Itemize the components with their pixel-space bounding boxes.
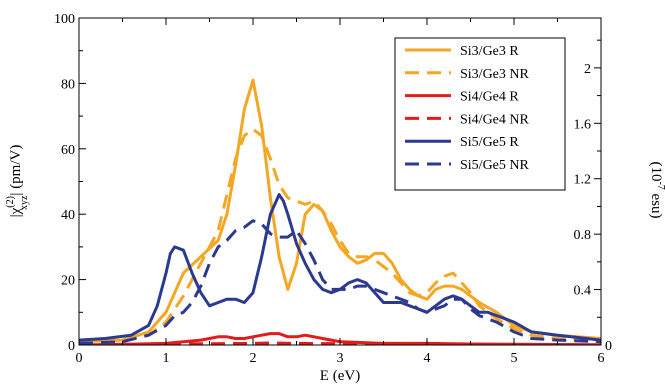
legend-label: Si5/Ge5 R — [460, 135, 519, 150]
x-tick-label: 2 — [250, 351, 257, 366]
legend-label: Si4/Ge4 R — [460, 90, 519, 105]
y2-tick-label: 1.6 — [574, 117, 592, 132]
legend-label: Si5/Ge5 NR — [460, 158, 530, 173]
y-tick-label: 0 — [68, 339, 75, 354]
series-line-2 — [79, 127, 601, 344]
y2-tick-label: 0.4 — [574, 284, 592, 299]
y2-tick-label: 1.2 — [574, 173, 592, 188]
y-tick-label: 40 — [61, 208, 75, 223]
x-tick-label: 3 — [337, 351, 344, 366]
x-tick-label: 5 — [511, 351, 518, 366]
x-tick-label: 1 — [163, 351, 170, 366]
y2-axis-label: (10-7 esu) — [648, 161, 665, 218]
series-line-1 — [79, 78, 601, 344]
y-tick-label: 60 — [61, 143, 75, 158]
series-line-5 — [79, 193, 601, 342]
series-line-4 — [79, 341, 601, 345]
legend-label: Si4/Ge4 NR — [460, 112, 530, 127]
y2-tick-label: 0 — [605, 339, 612, 354]
legend-label: Si3/Ge3 NR — [460, 67, 530, 82]
x-tick-label: 0 — [76, 351, 83, 366]
y-tick-label: 20 — [61, 274, 75, 289]
x-tick-label: 4 — [424, 351, 431, 366]
y2-tick-label: 0.8 — [574, 228, 592, 243]
y-axis-label: |χ(2) xyz| (pm/V) — [5, 145, 30, 218]
series-line-6 — [79, 219, 601, 345]
y2-tick-label: 2 — [584, 62, 591, 77]
x-axis-label: E (eV) — [320, 368, 360, 384]
y-tick-label: 80 — [61, 77, 75, 92]
x-tick-label: 6 — [598, 351, 605, 366]
legend: Si3/Ge3 R Si3/Ge3 NR Si4/Ge4 R Si4/Ge4 NR Si… — [394, 37, 566, 191]
legend-label: Si3/Ge3 R — [460, 44, 519, 59]
y-tick-label: 100 — [54, 12, 75, 27]
legend-frame — [394, 37, 566, 191]
